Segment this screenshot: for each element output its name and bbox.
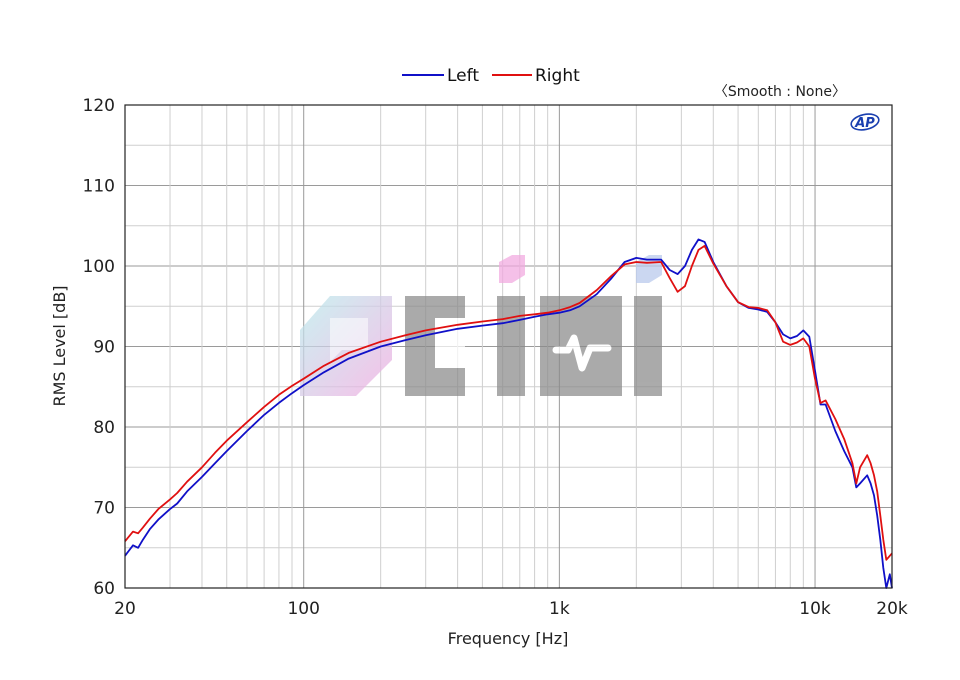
y-tick-label: 80 bbox=[93, 418, 115, 438]
watermark-pulse-icon bbox=[552, 334, 612, 372]
x-tick-label: 20 bbox=[114, 599, 136, 619]
watermark-dot-i bbox=[499, 255, 525, 283]
watermark-shape-inner bbox=[330, 318, 368, 362]
y-tick-label: 60 bbox=[93, 579, 115, 599]
series-lines bbox=[124, 238, 893, 589]
x-tick-labels: 20 100 1k 10k 20k bbox=[114, 599, 908, 619]
legend-label-left: Left bbox=[447, 66, 479, 86]
plot-frame bbox=[124, 104, 893, 589]
legend: Left Right bbox=[402, 66, 580, 86]
legend-label-right: Right bbox=[535, 66, 580, 86]
series-line-right bbox=[124, 245, 893, 561]
x-tick-label: 10k bbox=[799, 599, 831, 619]
watermark-shape bbox=[300, 296, 392, 396]
y-axis-title: RMS Level [dB] bbox=[50, 285, 69, 406]
y-tick-label: 90 bbox=[93, 338, 115, 358]
ap-logo-ring bbox=[850, 113, 880, 131]
watermark-logo bbox=[300, 255, 662, 396]
x-tick-label: 20k bbox=[876, 599, 908, 619]
x-tick-label: 1k bbox=[549, 599, 570, 619]
y-tick-label: 110 bbox=[83, 177, 115, 197]
y-tick-label: 100 bbox=[83, 257, 115, 277]
ap-logo-icon: AP bbox=[850, 113, 880, 131]
ap-logo-text: AP bbox=[854, 116, 875, 131]
y-tick-label: 120 bbox=[83, 96, 115, 116]
x-tick-label: 100 bbox=[287, 599, 319, 619]
watermark-letter-i2 bbox=[634, 296, 662, 396]
watermark-letter-i bbox=[497, 296, 525, 396]
smoothing-note: 〈Smooth : None〉 bbox=[714, 84, 846, 100]
y-tick-label: 70 bbox=[93, 499, 115, 519]
y-tick-labels: 60 70 80 90 100 110 120 bbox=[83, 96, 115, 599]
x-axis-title: Frequency [Hz] bbox=[448, 629, 569, 648]
series-line-left bbox=[124, 238, 893, 589]
